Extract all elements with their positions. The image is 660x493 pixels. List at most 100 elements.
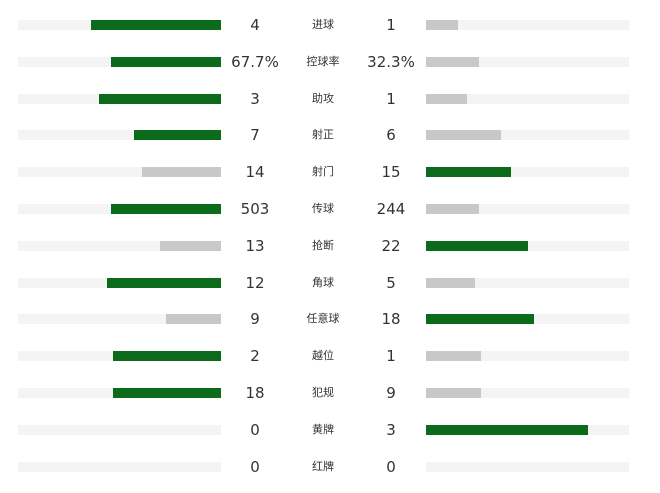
away-bar-track — [426, 20, 629, 30]
home-bar-fill — [166, 314, 221, 325]
away-bar-fill — [426, 130, 501, 141]
home-value: 4 — [250, 16, 260, 34]
away-value: 15 — [381, 163, 401, 182]
away-value: 18 — [381, 310, 401, 329]
stat-row: 3 助攻 1 — [0, 78, 660, 114]
home-value: 9 — [250, 310, 260, 329]
home-bar-track — [18, 388, 221, 398]
stat-row: 67.7% 控球率 32.3% — [0, 41, 660, 77]
away-bar-fill — [426, 277, 475, 288]
away-bar-track — [426, 424, 629, 435]
home-bar-track — [18, 351, 221, 362]
away-bar-track — [426, 277, 629, 288]
home-value: 14 — [245, 163, 265, 182]
home-bar-track — [18, 167, 221, 178]
stat-label: 犯规 — [312, 386, 334, 399]
home-value: 0 — [250, 457, 260, 476]
away-bar-track — [426, 167, 629, 178]
away-bar-fill — [426, 93, 467, 104]
away-bar-fill — [426, 20, 458, 30]
home-bar-fill — [113, 388, 221, 398]
away-bar-fill — [426, 424, 588, 435]
home-value: 3 — [250, 89, 260, 108]
home-bar-fill — [111, 56, 221, 67]
stat-label: 抢断 — [312, 238, 334, 252]
stat-label: 黄牌 — [312, 422, 334, 436]
stat-label: 任意球 — [306, 312, 340, 326]
stat-row: 18 犯规 9 — [0, 372, 660, 408]
stat-row: 0 黄牌 3 — [0, 409, 660, 445]
away-value: 1 — [386, 347, 396, 366]
away-value: 9 — [386, 384, 396, 402]
stat-row: 0 红牌 0 — [0, 446, 660, 482]
away-bar-track — [426, 93, 629, 104]
away-value: 5 — [386, 273, 396, 292]
home-value: 7 — [250, 126, 260, 145]
home-bar-fill — [111, 204, 221, 214]
home-bar-fill — [134, 130, 221, 141]
stat-row: 503 传球 244 — [0, 188, 660, 224]
stat-label: 角球 — [312, 275, 334, 289]
stat-label: 控球率 — [306, 54, 340, 68]
home-value: 67.7% — [231, 52, 279, 71]
home-value: 2 — [250, 347, 260, 366]
home-bar-fill — [113, 351, 221, 362]
stat-row: 9 任意球 18 — [0, 298, 660, 334]
stat-label: 助攻 — [312, 91, 334, 105]
stat-row: 7 射正 6 — [0, 114, 660, 150]
away-bar-fill — [426, 314, 534, 325]
away-bar-track — [426, 204, 629, 214]
home-bar-track — [18, 20, 221, 30]
away-value: 1 — [386, 89, 396, 108]
away-value: 32.3% — [367, 52, 415, 71]
stat-label: 进球 — [312, 18, 334, 31]
stat-row: 13 抢断 22 — [0, 225, 660, 261]
home-value: 13 — [245, 236, 265, 255]
home-bar-track — [18, 130, 221, 141]
away-bar-track — [426, 351, 629, 362]
home-bar-fill — [99, 93, 221, 104]
home-bar-track — [18, 204, 221, 214]
away-bar-fill — [426, 240, 528, 251]
home-bar-fill — [91, 20, 221, 30]
away-value: 22 — [381, 236, 401, 255]
stat-label: 红牌 — [312, 459, 334, 473]
away-bar-fill — [426, 167, 511, 178]
away-bar-track — [426, 240, 629, 251]
home-bar-track — [18, 277, 221, 288]
home-bar-track — [18, 461, 221, 472]
home-bar-track — [18, 424, 221, 435]
stat-row: 14 射门 15 — [0, 151, 660, 187]
stat-label: 射门 — [312, 165, 334, 179]
away-value: 244 — [376, 200, 406, 218]
home-value: 503 — [240, 200, 270, 218]
home-bar-track — [18, 314, 221, 325]
away-bar-fill — [426, 56, 479, 67]
away-bar-track — [426, 130, 629, 141]
home-value: 0 — [250, 420, 260, 439]
home-value: 18 — [245, 384, 265, 402]
home-bar-fill — [160, 240, 221, 251]
away-bar-track — [426, 388, 629, 398]
away-bar-track — [426, 314, 629, 325]
away-value: 1 — [386, 16, 396, 34]
stat-label: 越位 — [312, 349, 334, 363]
home-bar-track — [18, 93, 221, 104]
away-value: 3 — [386, 420, 396, 439]
away-value: 6 — [386, 126, 396, 145]
away-bar-fill — [426, 204, 479, 214]
stat-row: 4 进球 1 — [0, 4, 660, 40]
away-bar-fill — [426, 351, 481, 362]
home-bar-fill — [107, 277, 221, 288]
home-bar-fill — [142, 167, 221, 178]
home-bar-track — [18, 240, 221, 251]
away-bar-fill — [426, 388, 481, 398]
home-value: 12 — [245, 273, 265, 292]
home-bar-track — [18, 56, 221, 67]
stat-label: 传球 — [312, 202, 334, 215]
stat-label: 射正 — [312, 128, 334, 142]
away-value: 0 — [386, 457, 396, 476]
stat-row: 2 越位 1 — [0, 335, 660, 371]
away-bar-track — [426, 56, 629, 67]
